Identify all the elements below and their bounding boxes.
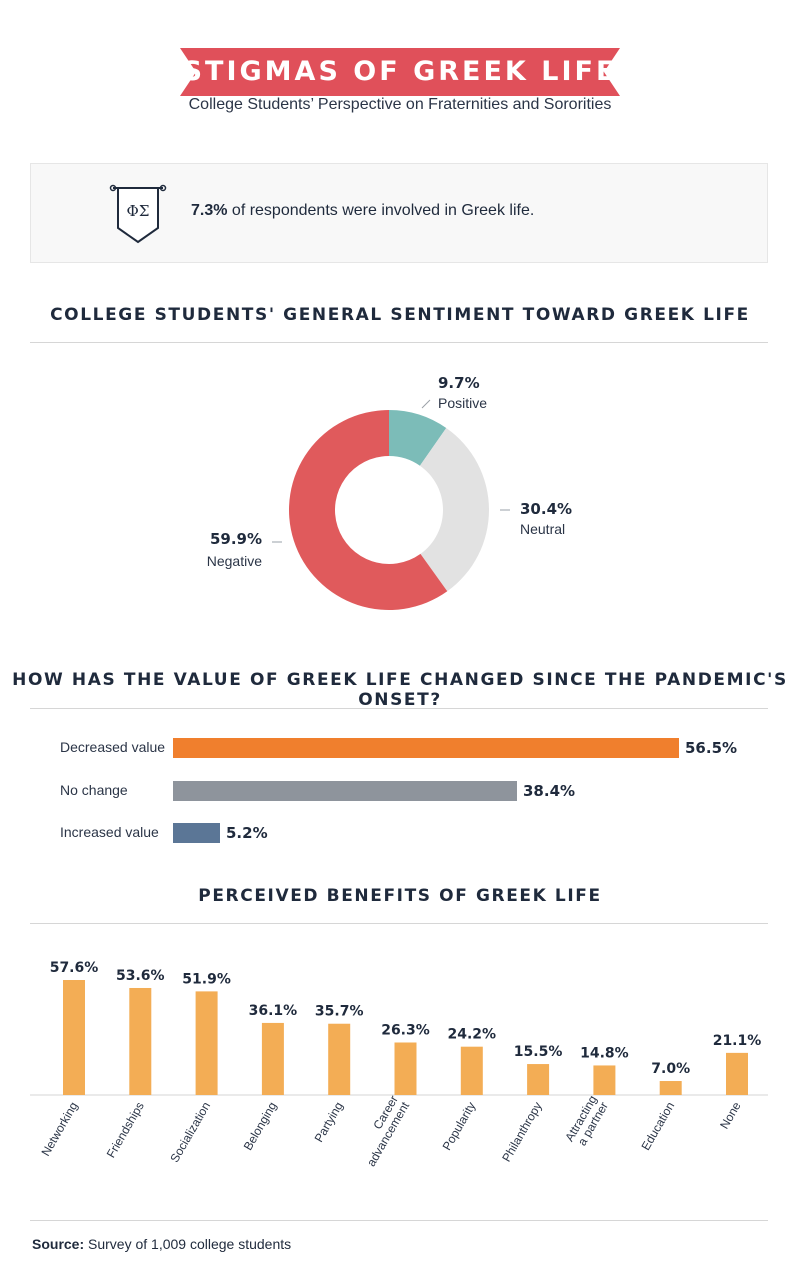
benefit-label-line: Popularity — [440, 1100, 479, 1153]
greek-letters-banner-icon: ΦΣ — [109, 184, 167, 244]
benefit-label-partying: Partying — [312, 1100, 346, 1145]
hbar-label-no-change: No change — [60, 782, 128, 798]
sentiment-divider — [30, 342, 768, 343]
benefit-bar-education — [659, 1081, 682, 1095]
pandemic-title: HOW HAS THE VALUE OF GREEK LIFE CHANGED … — [12, 670, 788, 710]
benefits-bar-chart: 57.6% Networking 53.6% Friendships 51.9% Soci… — [30, 960, 768, 1169]
benefit-bar-friendships — [129, 987, 152, 1095]
hbar-no-change — [173, 781, 517, 801]
benefit-bar-socialization — [195, 991, 218, 1095]
source-divider — [30, 1220, 768, 1221]
sentiment-donut-chart: 9.7% Positive 30.4% Neutral 59.9% Negative — [207, 374, 572, 610]
benefit-label-popularity: Popularity — [440, 1100, 479, 1153]
ribbon-shape — [180, 48, 620, 96]
benefit-label-none: None — [717, 1099, 744, 1131]
benefit-label-friendships: Friendships — [104, 1100, 147, 1161]
hbar-label-decreased-value: Decreased value — [60, 739, 166, 755]
donut-value-positive: 9.7% — [438, 374, 480, 392]
hbar-decreased-value — [173, 738, 679, 758]
benefit-label-education: Education — [638, 1100, 677, 1153]
benefit-label-line: Philanthropy — [499, 1100, 544, 1165]
hbar-value-no-change: 38.4% — [523, 782, 576, 800]
benefit-value-friendships: 53.6% — [116, 968, 165, 984]
donut-value-neutral: 30.4% — [520, 500, 572, 518]
benefit-label-line: Belonging — [241, 1100, 280, 1153]
benefits-title: PERCEIVED BENEFITS OF GREEK LIFE — [198, 886, 602, 906]
benefit-label-line: Education — [638, 1100, 677, 1153]
source-text: Survey of 1,009 college students — [84, 1236, 292, 1252]
benefit-label-line: None — [717, 1099, 744, 1131]
benefit-value-attracting-a-partner: 14.8% — [580, 1045, 629, 1061]
icon-letters: ΦΣ — [127, 202, 150, 220]
donut-label-negative: Negative — [207, 553, 262, 569]
benefit-value-networking: 57.6% — [50, 960, 99, 976]
benefit-bar-attracting-a-partner — [593, 1065, 616, 1095]
donut-label-neutral: Neutral — [520, 521, 565, 537]
hbar-value-increased-value: 5.2% — [226, 824, 268, 842]
donut-slice-neutral — [419, 428, 489, 592]
hbar-increased-value — [173, 823, 220, 843]
benefit-bar-partying — [328, 1023, 351, 1095]
page-title: STIGMAS OF GREEK LIFE — [182, 56, 618, 87]
benefit-value-partying: 35.7% — [315, 1004, 364, 1020]
benefit-bar-career-advancement — [394, 1042, 417, 1095]
donut-slice-negative — [288, 410, 448, 610]
donut-value-negative: 59.9% — [210, 530, 262, 548]
donut-leader-positive — [421, 399, 431, 409]
benefit-value-philanthropy: 15.5% — [514, 1044, 563, 1060]
involvement-text: 7.3% of respondents were involved in Gre… — [191, 202, 534, 220]
benefit-value-socialization: 51.9% — [182, 971, 231, 987]
benefit-label-belonging: Belonging — [241, 1100, 280, 1153]
benefit-label-philanthropy: Philanthropy — [499, 1100, 544, 1165]
benefit-label-line: Socialization — [167, 1100, 213, 1165]
benefit-label-line: Networking — [38, 1100, 80, 1159]
benefit-label-socialization: Socialization — [167, 1100, 213, 1165]
hbar-label-increased-value: Increased value — [60, 824, 159, 840]
benefit-value-career-advancement: 26.3% — [381, 1022, 430, 1038]
involvement-value: 7.3% — [191, 202, 228, 219]
benefit-bar-none — [726, 1052, 748, 1095]
benefit-label-networking: Networking — [38, 1100, 80, 1159]
benefits-divider — [30, 923, 768, 924]
benefit-bar-popularity — [460, 1046, 483, 1095]
donut-slice-positive — [389, 410, 447, 466]
benefit-bar-networking — [63, 980, 85, 1095]
donut-label-positive: Positive — [438, 395, 487, 411]
source-label: Source: — [32, 1236, 85, 1252]
benefit-label-line: Friendships — [104, 1100, 147, 1161]
benefit-value-popularity: 24.2% — [448, 1027, 497, 1043]
hbar-value-decreased-value: 56.5% — [685, 739, 738, 757]
sentiment-title: COLLEGE STUDENTS' GENERAL SENTIMENT TOWA… — [50, 305, 750, 325]
benefit-value-belonging: 36.1% — [249, 1003, 298, 1019]
pandemic-divider — [30, 708, 768, 709]
benefit-value-none: 21.1% — [713, 1033, 762, 1049]
page-subtitle: College Students’ Perspective on Fratern… — [188, 96, 612, 113]
benefit-bar-philanthropy — [527, 1064, 550, 1095]
benefit-bar-belonging — [261, 1022, 284, 1095]
source-note: Source: Survey of 1,009 college students — [32, 1236, 291, 1252]
benefit-value-education: 7.0% — [651, 1061, 690, 1077]
involvement-description: of respondents were involved in Greek li… — [227, 202, 535, 219]
benefit-label-line: Partying — [312, 1100, 346, 1145]
title-banner: STIGMAS OF GREEK LIFE — [180, 48, 620, 96]
involvement-callout: ΦΣ 7.3% of respondents were involved in … — [30, 163, 768, 263]
